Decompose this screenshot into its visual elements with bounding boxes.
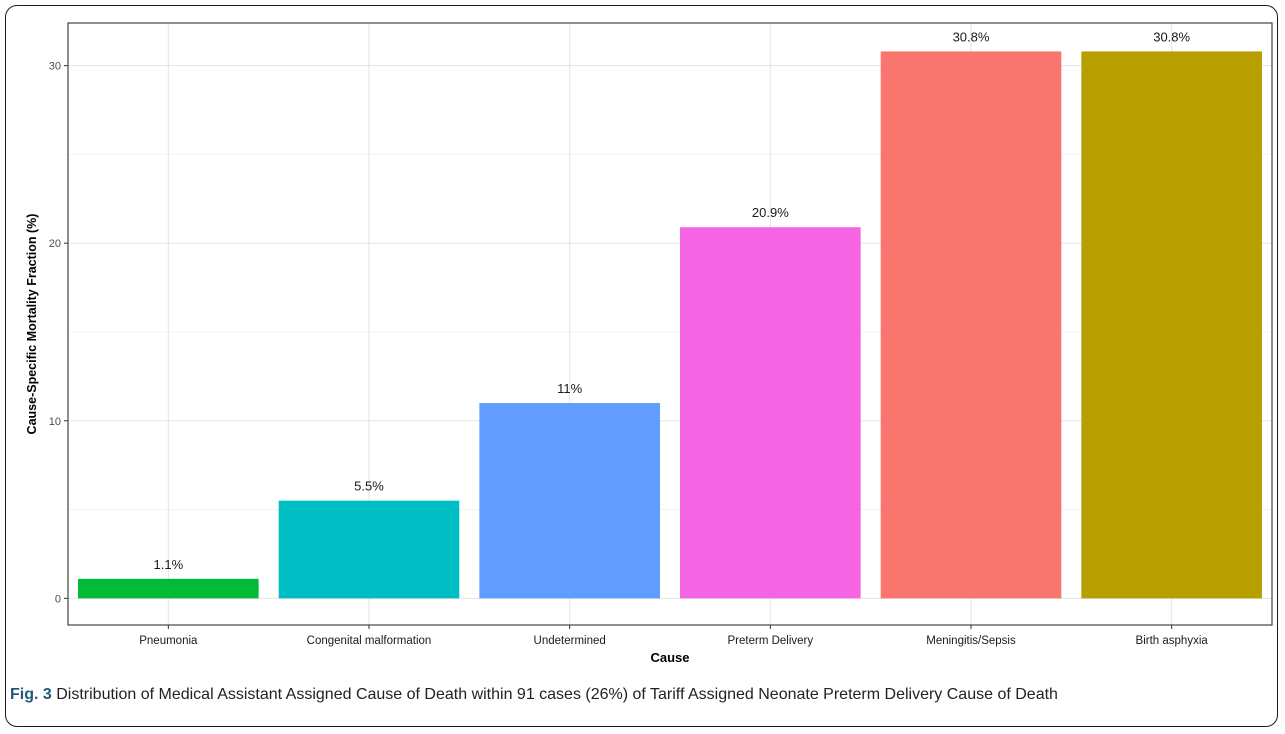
- y-tick-label: 20: [49, 238, 61, 250]
- bar-birth-asphyxia: [1081, 51, 1262, 599]
- y-axis-title: Cause-Specific Mortality Fraction (%): [25, 214, 39, 435]
- bar-preterm-delivery: [680, 227, 861, 599]
- figure-caption: Fig. 3 Distribution of Medical Assistant…: [10, 684, 1210, 705]
- axes: 0 10 20 30 Pneumonia Congenital malformation U…: [25, 22, 1273, 665]
- bar-congenital-malformation: [278, 500, 460, 599]
- y-tick-label: 10: [49, 416, 61, 428]
- y-tick-label: 30: [49, 61, 61, 73]
- plot-panel-border: [67, 22, 1273, 626]
- figure-label: Fig. 3: [10, 686, 52, 703]
- x-tick-label: Meningitis/Sepsis: [926, 635, 1016, 647]
- bars: [78, 51, 1262, 599]
- x-tick-label: Congenital malformation: [307, 635, 432, 647]
- x-tick-label: Birth asphyxia: [1136, 635, 1209, 647]
- bar-meningitis-sepsis: [880, 51, 1062, 599]
- data-label: 1.1%: [154, 557, 184, 572]
- figure-caption-text: Distribution of Medical Assistant Assign…: [56, 686, 1058, 703]
- data-label: 5.5%: [354, 479, 384, 494]
- bar-pneumonia: [78, 578, 259, 599]
- figure-frame: 1.1% 5.5% 11% 20.9% 30.8% 30.8% 0 10 20 30 Pneumo…: [5, 5, 1278, 727]
- data-labels: 1.1% 5.5% 11% 20.9% 30.8% 30.8%: [154, 29, 1191, 571]
- y-tick-label: 0: [55, 593, 61, 605]
- data-label: 11%: [557, 381, 582, 396]
- data-label: 30.8%: [953, 29, 990, 44]
- data-label: 20.9%: [752, 205, 789, 220]
- bar-undetermined: [479, 403, 660, 599]
- x-tick-label: Preterm Delivery: [728, 635, 814, 647]
- bar-chart: 1.1% 5.5% 11% 20.9% 30.8% 30.8% 0 10 20 30 Pneumo…: [25, 22, 1273, 665]
- data-label: 30.8%: [1153, 29, 1190, 44]
- x-axis-title: Cause: [650, 650, 689, 665]
- x-tick-label: Pneumonia: [139, 635, 198, 647]
- x-tick-label: Undetermined: [534, 635, 606, 647]
